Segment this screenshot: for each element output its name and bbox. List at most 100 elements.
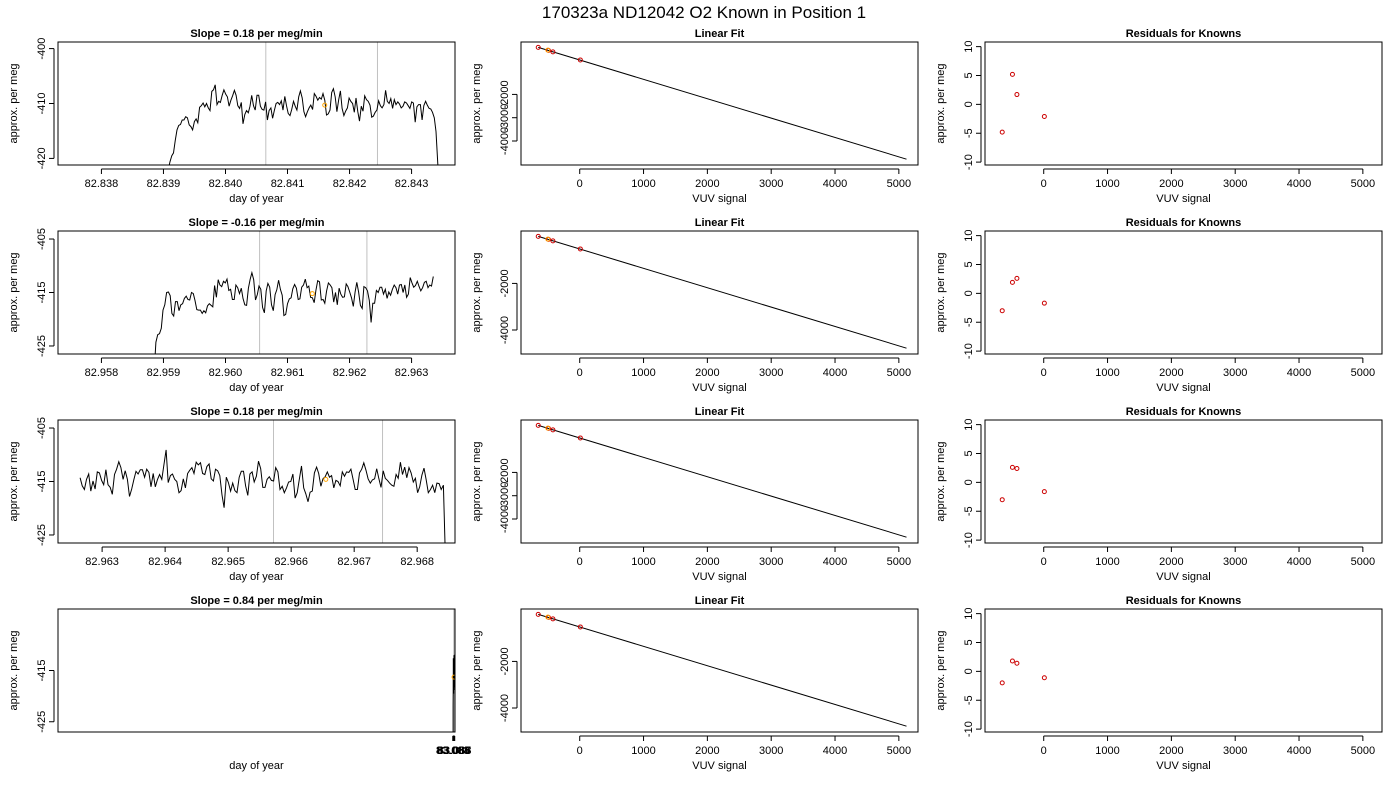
plot-frame [57,419,456,544]
y-axis-label: approx. per meg [471,630,483,710]
plot-frame [984,230,1383,355]
x-tick-label: 4000 [823,745,847,757]
x-axis-label: VUV signal [692,382,746,394]
y-tick-label: -2000 [499,80,511,108]
highlight-point-1 [545,236,551,242]
plot-data [535,233,907,349]
data-point-3 [550,427,556,433]
panel-r2-c2: Linear Fit 0 1000 2000 3000 4000 5000 VUV signa… [471,217,919,394]
highlight-point [323,476,329,482]
data-point-1 [999,680,1005,686]
y-tick-label: 0 [963,668,975,674]
x-tick-label: 3000 [1223,367,1247,379]
data-point-1 [535,44,541,50]
x-axis-label: day of year [229,760,284,772]
panel-grid: Slope = 0.18 per meg/min 82.838 82.839 82.8… [8,28,1383,772]
plot-frame [520,41,919,166]
x-tick-label: 82.843 [395,178,429,190]
plot-data [535,422,907,538]
x-tick-label: 83.085 [437,745,471,757]
x-tick-label: 4000 [823,556,847,568]
data-point-4 [577,57,583,63]
x-tick-label: 0 [577,367,583,379]
y-tick-label: -5 [963,506,975,516]
y-tick-label: 10 [963,418,975,430]
plot-data [999,658,1047,686]
data-point-4 [577,246,583,252]
plot-data [999,464,1047,503]
data-point-3 [550,238,556,244]
plot-frame [984,41,1383,166]
row-1: Slope = 0.18 per meg/min 82.838 82.839 82.8… [8,28,1383,205]
x-tick-label: 82.960 [209,367,243,379]
series-line [79,449,446,543]
plot-data [999,71,1047,135]
y-axis-label: approx. per meg [8,252,20,332]
highlight-point-1 [545,47,551,53]
x-axis-label: day of year [229,193,284,205]
y-tick-label: -4000 [499,127,511,155]
x-tick-label: 82.966 [274,556,308,568]
x-tick-label: 0 [577,745,583,757]
x-tick-label: 82.964 [148,556,182,568]
x-tick-label: 1000 [631,745,655,757]
x-tick-label: 1000 [1095,556,1119,568]
y-tick-label: -425 [36,524,48,546]
x-tick-label: 5000 [1351,556,1375,568]
x-tick-label: 2000 [695,367,719,379]
x-tick-label: 1000 [1095,367,1119,379]
panel-title: Slope = 0.84 per meg/min [190,595,323,607]
x-tick-label: 5000 [887,367,911,379]
plot-data [535,44,907,160]
x-tick-label: 0 [1041,556,1047,568]
y-tick-label: -10 [963,721,975,737]
y-axis-label: approx. per meg [935,252,947,332]
x-tick-label: 82.842 [333,178,367,190]
y-tick-label: 0 [963,290,975,296]
x-tick-label: 82.968 [400,556,434,568]
panel-r4-c2: Linear Fit 0 1000 2000 3000 4000 5000 VUV signa… [471,595,919,772]
data-point-1 [535,611,541,617]
data-point-3 [550,49,556,55]
y-tick-label: -415 [36,659,48,681]
x-tick-label: 2000 [695,556,719,568]
x-tick-label: 82.839 [147,178,181,190]
x-tick-label: 3000 [759,178,783,190]
x-tick-label: 5000 [887,556,911,568]
data-point-4 [577,624,583,630]
y-tick-label: -10 [963,532,975,548]
plot-frame [520,230,919,355]
x-tick-label: 5000 [1351,178,1375,190]
x-tick-label: 1000 [631,556,655,568]
x-tick-label: 82.841 [271,178,305,190]
data-point-4 [1041,113,1047,119]
panel-title: Linear Fit [695,217,745,229]
data-point-3 [1014,660,1020,666]
x-tick-label: 0 [1041,367,1047,379]
plot-frame [520,419,919,544]
y-axis-label: approx. per meg [471,441,483,521]
panel-title: Linear Fit [695,406,745,418]
panel-title: Residuals for Knowns [1126,217,1242,229]
x-tick-label: 4000 [1287,178,1311,190]
highlight-point [322,102,328,108]
x-tick-label: 82.959 [147,367,181,379]
plot-data [999,275,1047,314]
panel-title: Residuals for Knowns [1126,28,1242,40]
x-tick-label: 3000 [1223,178,1247,190]
x-tick-label: 82.958 [85,367,119,379]
data-point-4 [1041,489,1047,495]
x-tick-label: 82.840 [209,178,243,190]
plot-data [154,270,434,354]
y-tick-label: 5 [963,639,975,645]
highlight-point-1 [545,614,551,620]
y-tick-label: 0 [963,101,975,107]
y-tick-label: -2000 [499,647,511,675]
x-tick-label: 83.083 [436,745,470,757]
x-axis-label: VUV signal [1156,382,1210,394]
data-point-4 [1041,300,1047,306]
x-tick-label: 82.838 [85,178,119,190]
y-tick-label: -400 [36,38,48,60]
figure-title: 170323a ND12042 O2 Known in Position 1 [542,3,866,22]
x-tick-label: 2000 [695,178,719,190]
